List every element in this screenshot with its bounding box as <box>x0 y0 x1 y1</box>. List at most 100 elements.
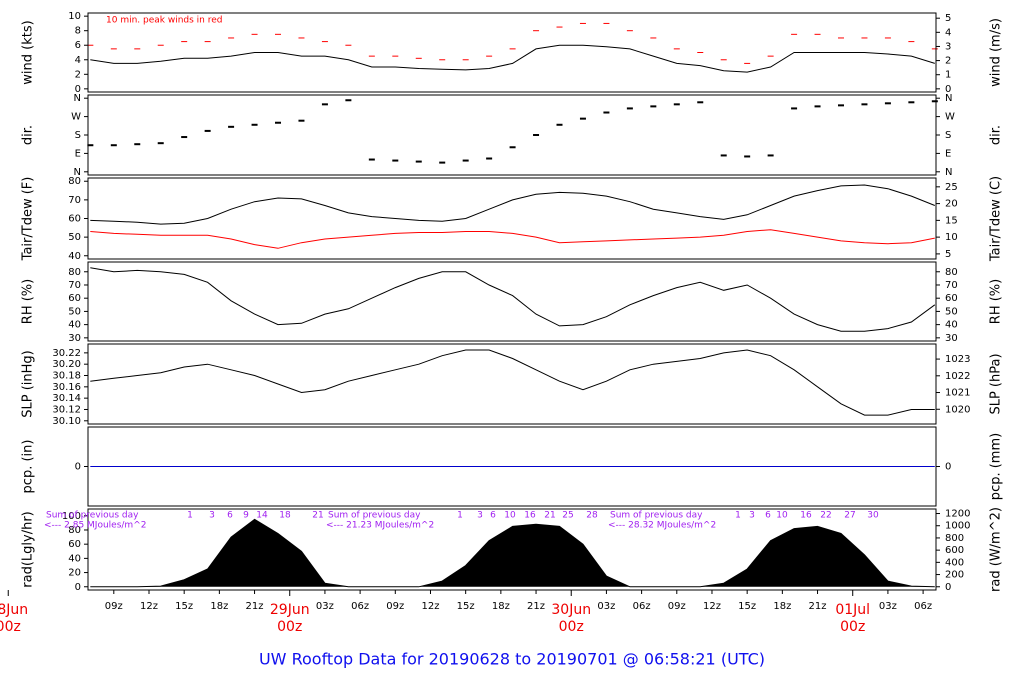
y-tick-label: 4 <box>75 55 81 66</box>
hour-mark: 18 <box>279 511 291 521</box>
y-tick-label: 6 <box>75 40 81 51</box>
y2-tick-label: N <box>945 167 952 178</box>
y2-tick-label: 200 <box>945 570 964 581</box>
y-axis-label: Tair/Tdew (F) <box>21 177 36 262</box>
line <box>90 518 935 588</box>
hour-mark: 9 <box>243 511 249 521</box>
day-tick-sublabel: 00z <box>840 619 865 635</box>
line <box>90 267 936 332</box>
day-tick-label: 01Jul <box>835 602 870 618</box>
line <box>90 349 935 416</box>
point <box>321 103 328 106</box>
point <box>251 123 258 126</box>
hour-mark: 21 <box>544 511 555 521</box>
y2-axis-label: SLP (hPa) <box>989 353 1004 414</box>
y2-tick-label: 3 <box>945 41 951 52</box>
hour-mark: 6 <box>227 511 233 521</box>
y2-tick-label: 5 <box>945 249 951 260</box>
hour-mark: 14 <box>256 511 268 521</box>
y2-tick-label: 10 <box>945 232 958 243</box>
x-tick-label: 15z <box>457 601 475 612</box>
y-tick-label: 40 <box>68 320 81 331</box>
y2-tick-label: 1022 <box>945 371 970 382</box>
y-tick-label: E <box>75 148 81 159</box>
y2-tick-label: 5 <box>945 13 951 24</box>
y2-tick-label: 60 <box>945 293 958 304</box>
point <box>720 154 727 157</box>
day-tick-label: 28Jun <box>0 602 28 618</box>
point <box>931 100 938 103</box>
daily-sum-title: Sum of previous day <box>328 511 421 521</box>
y-tick-label: 30.18 <box>52 371 81 382</box>
y2-tick-label: 40 <box>945 320 958 331</box>
y-axis-label: SLP (inHg) <box>21 350 36 418</box>
point <box>181 136 188 139</box>
y-tick-label: N <box>74 167 81 178</box>
y2-tick-label: 1000 <box>945 521 970 532</box>
point <box>392 159 399 162</box>
point <box>134 143 141 146</box>
x-tick-label: 09z <box>105 601 123 612</box>
point <box>298 119 305 122</box>
y2-axis-label: dir. <box>989 125 1004 145</box>
hour-mark: 16 <box>524 511 536 521</box>
point <box>861 103 868 106</box>
point <box>415 160 422 163</box>
y2-axis-label: pcp. (mm) <box>989 433 1004 500</box>
y-tick-label: 2 <box>75 69 81 80</box>
line <box>90 44 935 73</box>
x-tick-label: 06z <box>633 601 651 612</box>
point <box>204 129 211 132</box>
hour-mark: 10 <box>776 511 788 521</box>
hour-mark: 3 <box>749 511 755 521</box>
y-tick-label: 80 <box>68 525 81 536</box>
y2-tick-label: S <box>945 130 951 141</box>
y2-tick-label: 1023 <box>945 354 970 365</box>
x-tick-label: 03z <box>879 601 897 612</box>
y-tick-label: 30.14 <box>52 393 81 404</box>
y-tick-label: 20 <box>68 568 81 579</box>
y-tick-label: 0 <box>75 582 81 593</box>
y2-tick-label: 30 <box>945 333 958 344</box>
x-tick-label: 15z <box>175 601 193 612</box>
y2-tick-label: 20 <box>945 199 958 210</box>
point <box>275 121 282 124</box>
line <box>90 229 935 249</box>
y-tick-label: 70 <box>68 280 81 291</box>
daily-sum-title: Sum of previous day <box>610 511 703 521</box>
hour-mark: 30 <box>867 511 879 521</box>
point <box>744 155 751 158</box>
y2-tick-label: N <box>945 93 952 104</box>
hour-mark: 6 <box>490 511 496 521</box>
y2-tick-label: E <box>945 148 951 159</box>
y-tick-label: 30.12 <box>52 404 81 415</box>
y-axis-label: RH (%) <box>21 279 36 324</box>
line <box>90 184 935 225</box>
hour-mark: 27 <box>844 511 855 521</box>
y2-tick-label: 50 <box>945 306 958 317</box>
plot-frame <box>87 94 937 176</box>
daily-sum-text: <--- 2.85 MJoules/m^2 <box>44 521 146 531</box>
y-tick-label: 80 <box>68 176 81 187</box>
y-tick-label: 70 <box>68 195 81 206</box>
y2-axis-label: Tair/Tdew (C) <box>989 176 1004 262</box>
area-fill <box>90 519 935 587</box>
y-axis-label: pcp. (in) <box>21 440 36 494</box>
y2-axis-label: RH (%) <box>989 279 1004 324</box>
point <box>462 159 469 162</box>
day-tick-sublabel: 00z <box>277 619 302 635</box>
y-tick-label: 80 <box>68 267 81 278</box>
y2-tick-label: 800 <box>945 533 964 544</box>
point <box>157 142 164 145</box>
y2-tick-label: 70 <box>945 280 958 291</box>
y2-axis-label: rad (W/m^2) <box>989 507 1004 592</box>
x-tick-label: 21z <box>246 601 264 612</box>
hour-mark: 28 <box>586 511 598 521</box>
y-tick-label: 8 <box>75 26 81 37</box>
x-tick-label: 12z <box>140 601 158 612</box>
point <box>673 103 680 106</box>
plot-frame <box>87 426 937 507</box>
y-tick-label: 30.20 <box>52 359 81 370</box>
y-tick-label: 0 <box>75 462 81 473</box>
